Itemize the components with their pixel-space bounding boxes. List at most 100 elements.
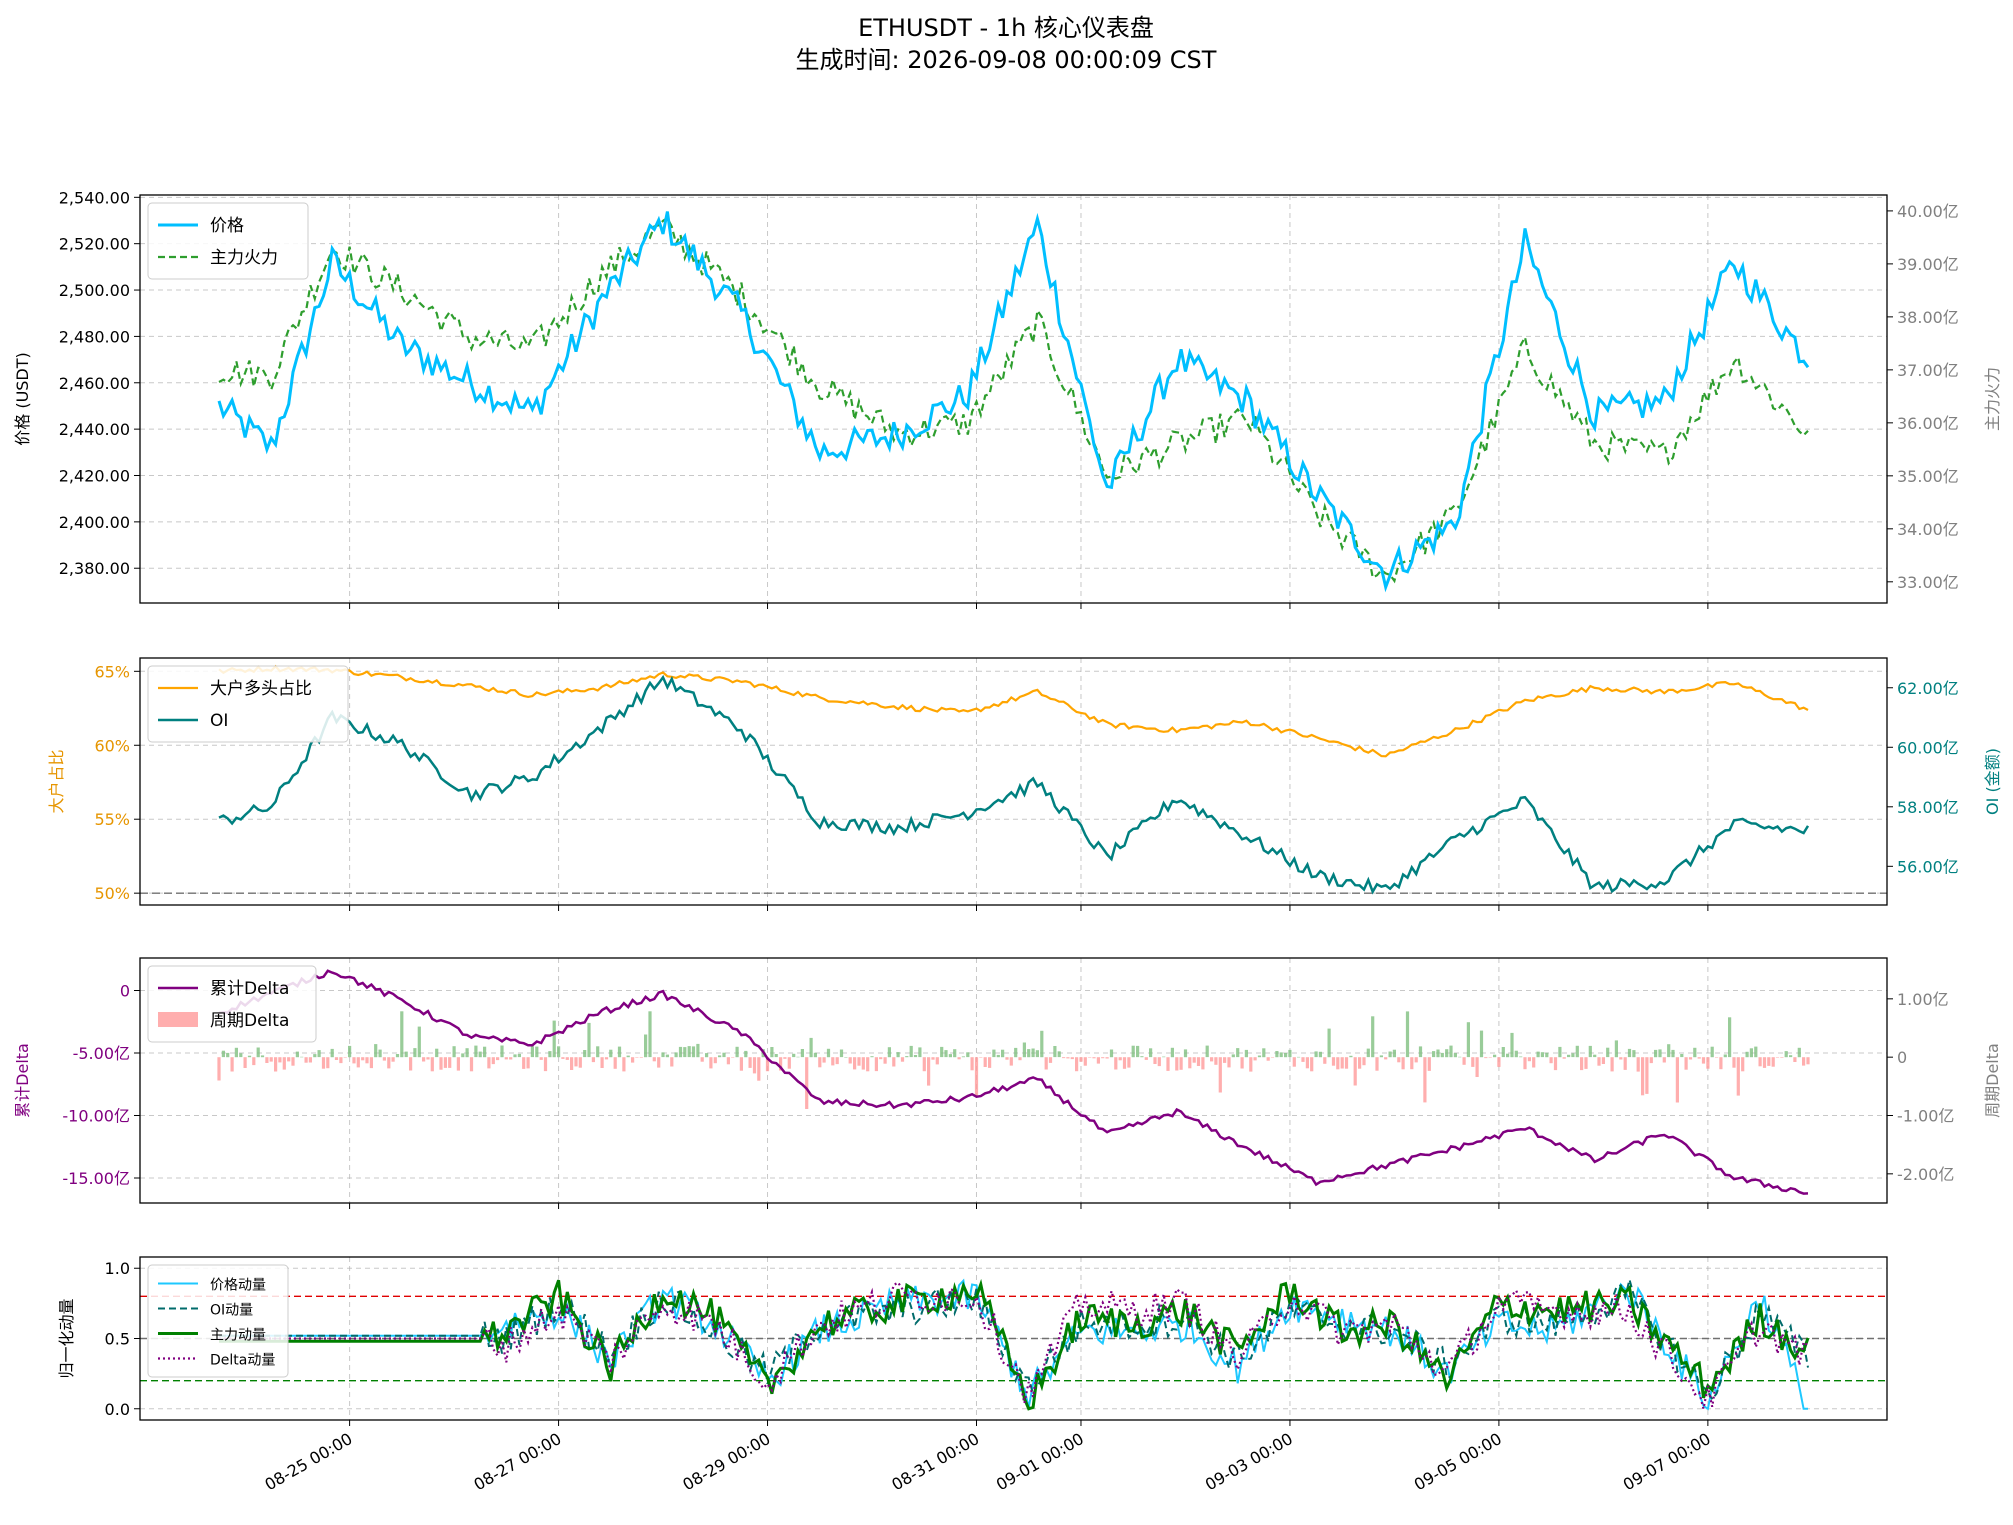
period-delta-bar <box>1662 1057 1666 1063</box>
period-delta-bar <box>822 1057 826 1063</box>
period-delta-bar <box>1501 1047 1505 1058</box>
period-delta-bar <box>1362 1057 1366 1066</box>
period-delta-bar <box>1475 1057 1479 1077</box>
period-delta-bar <box>805 1057 809 1109</box>
period-delta-bar <box>657 1057 661 1068</box>
period-delta-bar <box>1371 1016 1375 1058</box>
period-delta-bar <box>530 1046 534 1058</box>
period-delta-bar <box>839 1049 844 1058</box>
period-delta-bar <box>365 1057 369 1064</box>
period-delta-bar <box>561 1057 565 1059</box>
period-delta-bar <box>1797 1047 1801 1058</box>
period-delta-bar <box>1288 1049 1292 1058</box>
period-delta-bar <box>1009 1057 1013 1066</box>
period-delta-bar <box>1527 1057 1531 1062</box>
period-delta-bar <box>557 1046 561 1058</box>
period-delta-bar <box>757 1057 761 1081</box>
period-delta-bar <box>900 1057 905 1062</box>
period-delta-bar <box>226 1052 230 1058</box>
period-delta-bar <box>1736 1057 1740 1096</box>
firepower-axis-label: 主力火力 <box>1983 367 2002 431</box>
period-delta-bar <box>287 1057 291 1062</box>
period-delta-bar <box>1149 1048 1153 1058</box>
period-delta-bar <box>1414 1057 1418 1063</box>
period-delta-bar <box>517 1053 521 1058</box>
period-delta-bar <box>469 1057 474 1072</box>
period-delta-bar <box>1310 1057 1314 1072</box>
y-tick-label-left: 2,500.00 <box>59 281 130 300</box>
period-delta-bar <box>661 1052 665 1058</box>
legend-label: 累计Delta <box>210 979 289 999</box>
period-delta-bar <box>1458 1056 1462 1058</box>
period-delta-bar <box>1183 1049 1188 1058</box>
period-delta-bar <box>465 1048 469 1058</box>
period-delta-bar <box>260 1055 265 1058</box>
x-tick-label: 09-07 00:00 <box>1620 1429 1714 1494</box>
legend-label: 价格 <box>210 216 244 236</box>
period-delta-bar <box>979 1057 983 1058</box>
period-delta-bar <box>896 1052 900 1058</box>
period-delta-bar <box>1192 1057 1196 1063</box>
period-delta-bar <box>809 1037 813 1058</box>
period-delta-bar <box>300 1056 304 1058</box>
period-delta-bar <box>774 1054 778 1058</box>
period-delta-bar <box>813 1052 817 1058</box>
period-delta-bar <box>1453 1053 1457 1058</box>
x-tick-label: 09-01 00:00 <box>993 1429 1087 1494</box>
period-delta-bar <box>1697 1057 1701 1059</box>
period-delta-bar <box>787 1057 791 1069</box>
period-delta-bar <box>1493 1054 1497 1058</box>
period-delta-bar <box>857 1057 861 1066</box>
period-delta-bar <box>1614 1040 1618 1058</box>
period-delta-bar <box>1680 1054 1684 1058</box>
period-delta-bar <box>1571 1053 1575 1058</box>
period-delta-bar <box>1170 1047 1174 1058</box>
period-delta-bar <box>639 1057 643 1058</box>
period-delta-bar <box>1793 1057 1797 1062</box>
period-delta-bar <box>861 1057 865 1070</box>
period-delta-bar <box>635 1057 639 1058</box>
y-tick-label-right: 39.00亿 <box>1897 255 1959 274</box>
period-delta-bar <box>356 1057 360 1068</box>
period-delta-bar <box>983 1057 987 1067</box>
period-delta-bar <box>1514 1050 1518 1058</box>
period-delta-bar <box>1262 1048 1266 1058</box>
period-delta-bar <box>317 1050 321 1058</box>
period-delta-bar <box>1210 1057 1214 1062</box>
period-delta-bar <box>1157 1057 1161 1067</box>
legend-box <box>147 202 309 280</box>
y-tick-label-right: -2.00亿 <box>1897 1165 1954 1184</box>
period-delta-bar <box>1075 1057 1079 1072</box>
period-delta-bar <box>948 1054 952 1058</box>
period-delta-bar <box>456 1057 460 1071</box>
period-delta-bar <box>1445 1049 1449 1058</box>
period-delta-bar <box>496 1057 500 1061</box>
period-delta-bar <box>700 1057 704 1062</box>
period-delta-bar <box>1301 1057 1305 1062</box>
period-delta-bar <box>731 1057 735 1058</box>
period-delta-bar <box>931 1057 935 1060</box>
period-delta-bar <box>1667 1044 1671 1058</box>
y-tick-label-left: 2,400.00 <box>59 513 130 532</box>
period-delta-bar <box>500 1045 504 1058</box>
period-delta-bar <box>1562 1057 1566 1059</box>
period-delta-bar <box>953 1049 957 1058</box>
period-delta-bar <box>678 1046 683 1058</box>
period-delta-bar <box>387 1057 391 1069</box>
period-delta-bar <box>1127 1057 1131 1068</box>
period-delta-bar <box>1205 1045 1209 1058</box>
period-delta-bar <box>1018 1057 1022 1061</box>
period-delta-bar <box>1040 1030 1044 1058</box>
period-delta-bar <box>966 1052 970 1058</box>
period-delta-bar <box>591 1057 595 1063</box>
y-tick-label-right: 58.00亿 <box>1897 798 1959 817</box>
period-delta-bar <box>1122 1057 1127 1069</box>
period-delta-bar <box>348 1045 352 1058</box>
period-delta-bar <box>1336 1057 1340 1070</box>
period-delta-bar <box>1627 1048 1632 1058</box>
period-delta-bar <box>535 1046 539 1058</box>
period-delta-bar <box>1253 1057 1257 1061</box>
period-delta-bar <box>1519 1056 1523 1058</box>
period-delta-bar <box>1397 1057 1401 1063</box>
period-delta-bar <box>587 1022 591 1058</box>
